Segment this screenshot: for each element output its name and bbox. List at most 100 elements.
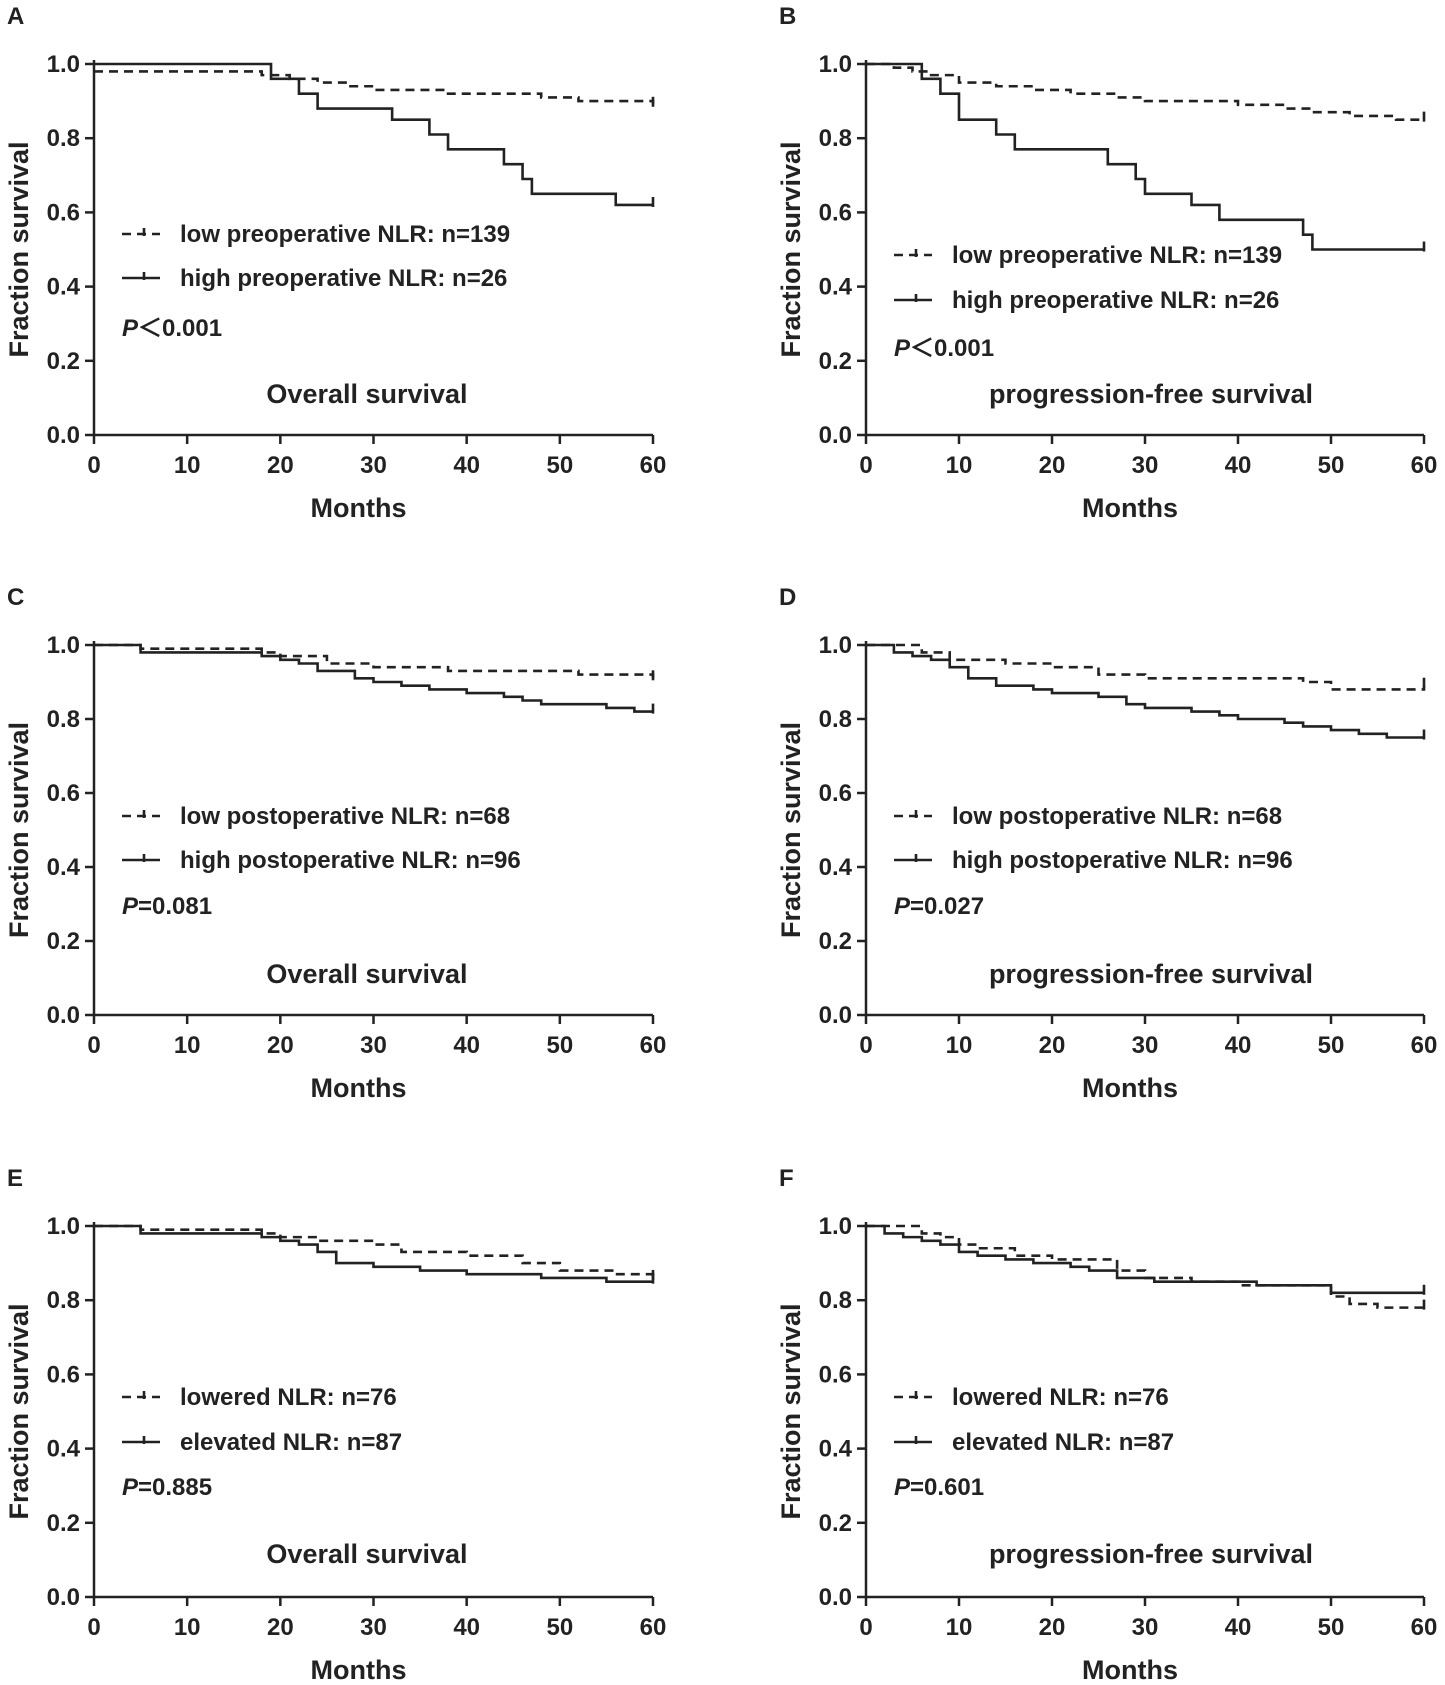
panel-b-legend-label: high preoperative NLR: n=26 [952,287,1279,314]
panel-e-legend-label: elevated NLR: n=87 [180,1429,402,1456]
panel-f-x-tick-label: 30 [1132,1614,1159,1641]
panel-c-y-tick-label: 0.0 [47,1002,80,1029]
panel-f-y-tick-label: 1.0 [819,1213,852,1240]
panel-f-y-tick-label: 0.8 [819,1287,852,1314]
panel-e-y-tick-label: 0.2 [47,1510,80,1537]
panel-f-y-tick-label: 0.0 [819,1584,852,1611]
panel-d-x-tick-label: 0 [859,1032,872,1059]
panel-a-x-tick-label: 50 [546,452,573,479]
panel-e-y-tick-label: 0.0 [47,1584,80,1611]
panel-c-p-value: P=0.081 [122,893,212,920]
panel-d-legend-label: high postoperative NLR: n=96 [952,847,1293,874]
panel-b-x-axis-title: Months [1082,493,1178,523]
panel-a-x-tick-label: 20 [267,452,294,479]
panel-d-p-value: P=0.027 [894,893,984,920]
panel-a-y-tick-label: 0.6 [47,199,80,226]
panel-c-legend-label: low postoperative NLR: n=68 [180,803,510,830]
panel-e-subtitle: Overall survival [266,1539,467,1569]
panel-c-x-axis-title: Months [311,1073,407,1103]
panel-d-x-tick-label: 60 [1411,1032,1438,1059]
panel-a-y-tick-label: 0.0 [47,422,80,449]
panel-d-y-tick-label: 0.2 [819,928,852,955]
panel-e-y-axis-title: Fraction survival [4,1303,34,1519]
panel-a-y-tick-label: 1.0 [47,51,80,78]
panel-a-subtitle: Overall survival [266,379,467,409]
panel-f-p-value: P=0.601 [894,1474,984,1501]
panel-f-legend-label: lowered NLR: n=76 [952,1384,1169,1411]
panel-b-x-tick-label: 50 [1318,452,1345,479]
panel-c-x-tick-label: 20 [267,1032,294,1059]
panel-c-y-tick-label: 0.2 [47,928,80,955]
panel-a-x-tick-label: 40 [453,452,480,479]
panel-a-series-solid-curve [94,62,653,207]
panel-e-y-tick-label: 0.4 [47,1436,81,1463]
panel-c-series-solid-curve [94,643,653,713]
panel-b-y-tick-label: 0.0 [819,422,852,449]
panel-f-subtitle: progression-free survival [989,1539,1313,1569]
panel-d-series-dashed-curve [866,643,1426,691]
panel-e-x-tick-label: 0 [87,1614,100,1641]
panel-b-x-tick-label: 0 [859,452,872,479]
panel-d-y-tick-label: 0.0 [819,1002,852,1029]
panel-c-y-tick-label: 0.4 [47,854,81,881]
panel-b-y-tick-label: 0.2 [819,348,852,375]
panel-d-x-axis-title: Months [1082,1073,1178,1103]
panel-d-x-tick-label: 20 [1039,1032,1066,1059]
panel-f-x-tick-label: 40 [1225,1614,1252,1641]
panel-a-x-tick-label: 0 [87,452,100,479]
panel-b-x-tick-label: 40 [1225,452,1252,479]
panel-c-subtitle: Overall survival [266,959,467,989]
panel-f-x-axis-title: Months [1082,1655,1178,1685]
panel-c-x-tick-label: 40 [453,1032,480,1059]
panel-b-x-tick-label: 10 [946,452,973,479]
panel-d-x-tick-label: 30 [1132,1032,1159,1059]
panel-a-letter: A [7,3,24,30]
panel-b-p-value: P＜0.001 [894,335,994,362]
panel-b-legend-label: low preoperative NLR: n=139 [952,242,1282,269]
panel-c-legend-label: high postoperative NLR: n=96 [180,847,521,874]
panel-c-series-dashed-curve [94,643,655,679]
panel-b-y-tick-label: 0.8 [819,125,852,152]
panel-c-x-tick-label: 60 [640,1032,667,1059]
panel-b-y-tick-label: 1.0 [819,51,852,78]
panel-b-series-solid-curve [866,62,1424,251]
panel-d-x-tick-label: 10 [946,1032,973,1059]
panel-e-y-tick-label: 0.8 [47,1287,80,1314]
panel-e-x-axis-title: Months [311,1655,407,1685]
panel-c-x-tick-label: 10 [174,1032,201,1059]
panel-b-y-tick-label: 0.6 [819,199,852,226]
panel-f-letter: F [779,1165,794,1192]
panel-b-letter: B [779,3,796,30]
panel-f-x-tick-label: 20 [1039,1614,1066,1641]
panel-e-x-tick-label: 50 [546,1614,573,1641]
panel-e-x-tick-label: 40 [453,1614,480,1641]
panel-f-x-tick-label: 60 [1411,1614,1438,1641]
panel-c-x-tick-label: 30 [360,1032,387,1059]
panel-c-x-tick-label: 0 [87,1032,100,1059]
panel-c-letter: C [7,584,24,611]
panel-d-y-tick-label: 0.6 [819,780,852,807]
panel-f-series-dashed-curve [866,1224,1424,1309]
panel-a-x-axis-title: Months [311,493,407,523]
panel-d-series-solid-curve [866,643,1424,739]
panel-a-legend-label: low preoperative NLR: n=139 [180,221,510,248]
panel-a-legend-label: high preoperative NLR: n=26 [180,265,507,292]
panel-e-x-tick-label: 30 [360,1614,387,1641]
panel-a-y-axis-title: Fraction survival [4,141,34,357]
panel-f-x-tick-label: 10 [946,1614,973,1641]
panel-e-x-tick-label: 20 [267,1614,294,1641]
panel-e-letter: E [7,1165,23,1192]
panel-f-series-solid-curve [866,1224,1424,1295]
panel-d-letter: D [779,584,796,611]
panel-d-legend-label: low postoperative NLR: n=68 [952,803,1282,830]
panel-d-x-tick-label: 50 [1318,1032,1345,1059]
panel-b-series-dashed-curve [866,62,1424,121]
panel-f-y-tick-label: 0.6 [819,1361,852,1388]
panel-d-x-tick-label: 40 [1225,1032,1252,1059]
panel-d-subtitle: progression-free survival [989,959,1313,989]
panel-b-x-tick-label: 20 [1039,452,1066,479]
panel-e-x-tick-label: 10 [174,1614,201,1641]
panel-c-y-tick-label: 0.8 [47,706,80,733]
panel-e-x-tick-label: 60 [640,1614,667,1641]
